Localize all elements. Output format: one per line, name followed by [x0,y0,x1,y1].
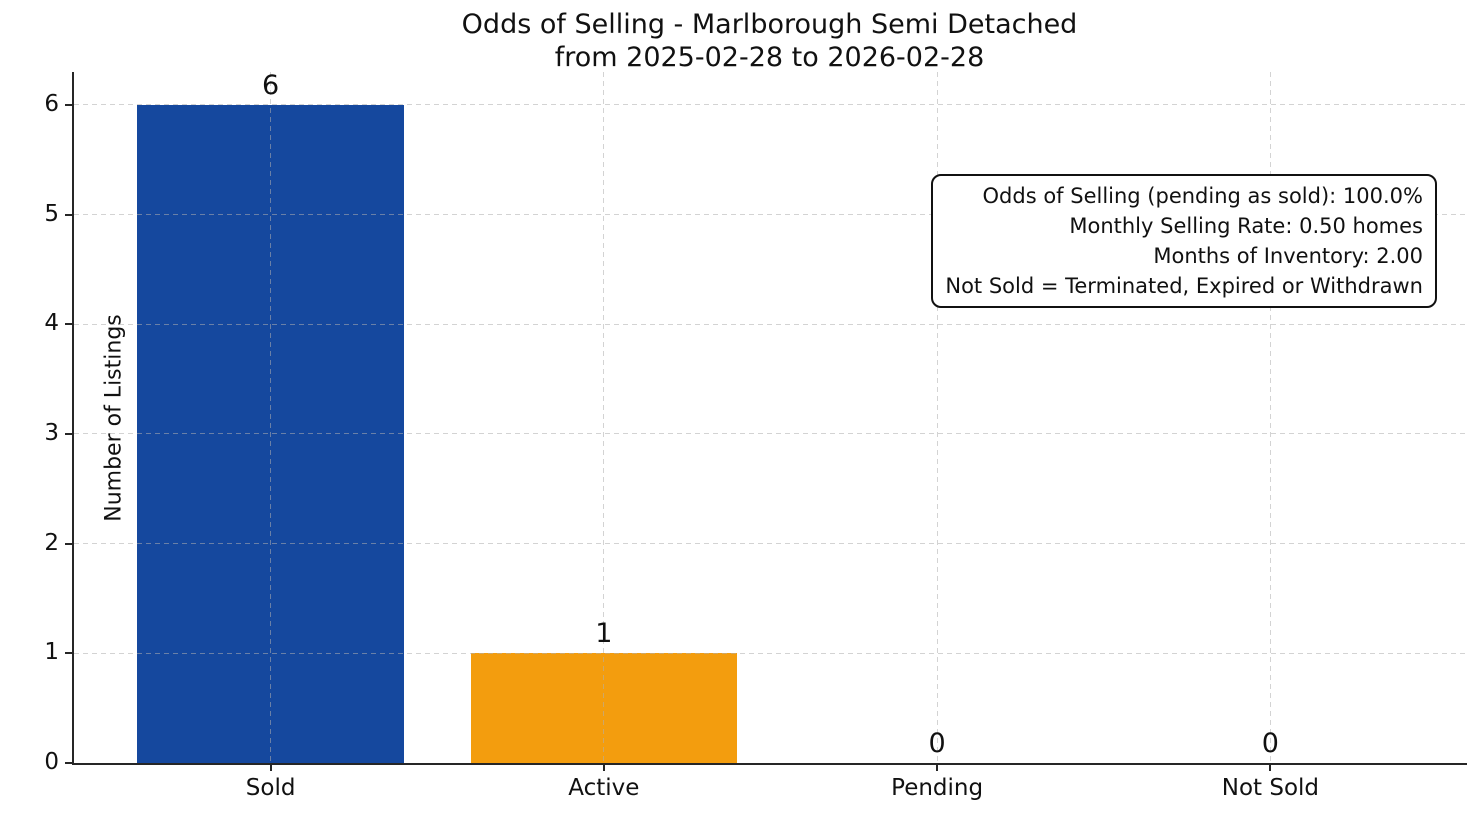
x-gridline [270,72,272,763]
x-tick-mark [936,763,939,771]
y-tick-label: 1 [44,639,59,666]
chart-title-block: Odds of Selling - Marlborough Semi Detac… [72,8,1467,74]
y-tick-mark [65,652,74,655]
y-gridline [74,652,1467,654]
y-tick-label: 2 [44,529,59,556]
annotation-line: Monthly Selling Rate: 0.50 homes [1069,214,1423,238]
x-tick-mark [602,763,605,771]
x-tick-mark [269,763,272,771]
chart-title: Odds of Selling - Marlborough Semi Detac… [461,9,1078,40]
y-gridline [74,323,1467,325]
y-tick-label: 3 [44,419,59,446]
y-gridline [74,214,1467,216]
annotation-line: Months of Inventory: 2.00 [1153,244,1423,268]
y-gridline [74,433,1467,435]
x-tick-label: Sold [245,775,296,801]
x-gridline [603,72,605,763]
y-tick-mark [65,542,74,545]
bar-value-label: 6 [262,69,280,101]
y-tick-mark [65,432,74,435]
x-tick-label: Pending [891,775,984,801]
y-gridline [74,104,1467,106]
y-tick-mark [65,762,74,764]
x-tick-mark [1269,763,1272,771]
bar-value-label: 0 [928,728,946,759]
y-tick-mark [65,103,74,106]
y-tick-mark [65,213,74,216]
x-gridline [936,72,938,763]
plot-area: Odds of Selling (pending as sold): 100.0… [44,69,1467,800]
y-tick-mark [65,323,74,326]
chart-subtitle: from 2025-02-28 to 2026-02-28 [554,42,985,73]
y-tick-label: 6 [44,90,59,117]
bar-value-label: 1 [595,618,613,650]
y-gridline [74,543,1467,545]
x-tick-label: Active [568,775,640,801]
annotation-line: Not Sold = Terminated, Expired or Withdr… [945,274,1423,298]
y-tick-label: 5 [44,200,59,227]
annotation-box: Odds of Selling (pending as sold): 100.0… [931,174,1437,308]
bar-value-label: 0 [1261,728,1279,759]
x-tick-label: Not Sold [1221,775,1320,801]
y-tick-label: 4 [44,310,59,337]
annotation-line: Odds of Selling (pending as sold): 100.0… [982,184,1423,208]
y-tick-label: 0 [44,749,59,775]
x-gridline [1269,72,1271,763]
